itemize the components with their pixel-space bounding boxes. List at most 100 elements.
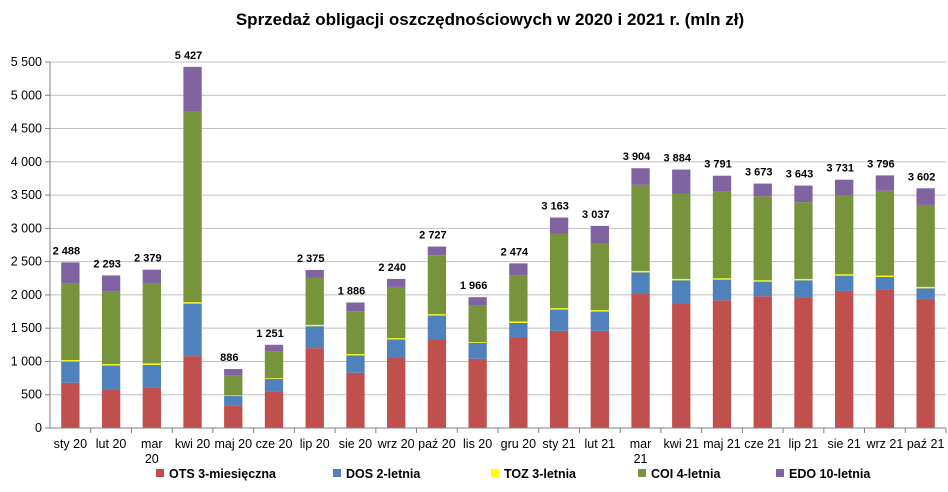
total-label: 1 251 (256, 328, 284, 340)
x-tick-label: lip 20 (300, 437, 330, 451)
bar-segment (101, 364, 121, 366)
bar-segment (835, 290, 854, 428)
bar-segment (305, 348, 324, 428)
y-tick-label: 1 000 (11, 354, 42, 368)
x-tick-label: sty 21 (542, 437, 575, 451)
legend-swatch (333, 469, 341, 477)
bar-segment (101, 365, 121, 390)
legend-swatch (491, 469, 499, 477)
x-tick-label: cze 20 (256, 437, 293, 451)
x-tick-label: kwi 21 (664, 437, 699, 451)
x-tick-label: gru 20 (501, 437, 536, 451)
bar-segment (590, 330, 609, 428)
bar-segment (794, 280, 813, 298)
legend-label: EDO 10-letnia (789, 467, 871, 481)
bar-segment (631, 293, 650, 428)
bar-segment (712, 300, 732, 428)
bar-segment (672, 303, 691, 428)
x-tick-label: sie 20 (339, 437, 372, 451)
bar-segment (549, 308, 569, 310)
bar-segment (264, 344, 284, 352)
legend-label: DOS 2-letnia (346, 467, 421, 481)
x-tick-label: cze 21 (744, 437, 781, 451)
bar-segment (387, 339, 406, 358)
y-tick-label: 1 500 (11, 321, 42, 335)
bar-segment (712, 191, 732, 279)
bar-segment (61, 283, 80, 361)
y-tick-label: 5 500 (11, 55, 42, 69)
bar-segment (224, 375, 243, 396)
bar-segment (427, 315, 447, 340)
x-tick-label: lip 21 (789, 437, 819, 451)
bar-segment (224, 396, 243, 406)
total-label: 3 796 (867, 158, 895, 170)
x-tick-label: mar 21 (630, 437, 652, 466)
y-tick-label: 4 500 (11, 122, 42, 136)
x-tick-label: sie 21 (828, 437, 861, 451)
bar-segment (753, 280, 772, 282)
bars (61, 66, 935, 428)
x-tick-label: mar 20 (141, 437, 163, 466)
bar-segment (61, 361, 80, 383)
bar-segment (427, 339, 447, 428)
bar-segment (590, 243, 609, 311)
bar-segment (631, 272, 650, 294)
y-tick-label: 0 (35, 421, 42, 435)
bar-segment (753, 196, 772, 281)
bar-segment (101, 389, 121, 428)
total-label: 1 966 (460, 280, 488, 292)
bar-segment (916, 298, 935, 428)
y-tick-label: 2 500 (11, 255, 42, 269)
total-label: 3 731 (826, 163, 854, 175)
bar-segment (264, 391, 284, 428)
bar-segment (875, 275, 895, 277)
bar-segment (712, 175, 732, 192)
bar-segment (794, 297, 813, 428)
bar-segment (916, 288, 935, 299)
legend-label: OTS 3-miesięczna (169, 467, 277, 481)
bar-segment (427, 255, 447, 315)
y-tick-label: 4 000 (11, 155, 42, 169)
chart-title: Sprzedaż obligacji oszczędnościowych w 2… (236, 10, 744, 29)
bar-segment (672, 169, 691, 194)
bar-segment (794, 185, 813, 203)
y-tick-label: 3 500 (11, 188, 42, 202)
bar-segment (264, 378, 284, 392)
total-label: 3 884 (664, 153, 692, 165)
bar-segment (672, 278, 691, 281)
bar-segment (183, 302, 202, 304)
total-label: 3 602 (908, 171, 936, 183)
x-tick-label: lis 20 (463, 437, 492, 451)
bar-segment (468, 342, 487, 359)
bar-segment (264, 378, 284, 379)
bar-segment (305, 269, 324, 278)
x-tick-label: lut 21 (585, 437, 616, 451)
x-tick-label: paź 21 (907, 437, 945, 451)
bar-segment (875, 190, 895, 276)
bar-segment (468, 297, 487, 306)
y-tick-label: 5 000 (11, 88, 42, 102)
bar-segment (549, 217, 569, 234)
bar-segment (387, 338, 406, 340)
legend-label: COI 4-letnia (651, 467, 722, 481)
total-label: 3 643 (786, 169, 814, 181)
x-tick-label: wrz 20 (377, 437, 415, 451)
bar-segment (224, 395, 243, 397)
total-label: 3 037 (582, 209, 610, 221)
total-label: 3 791 (704, 159, 732, 171)
total-label: 2 293 (93, 258, 121, 270)
bar-segment (835, 195, 854, 275)
bar-segment (387, 357, 406, 428)
legend-item: TOZ 3-letnia (491, 467, 577, 481)
bar-segment (183, 66, 202, 112)
bar-segment (427, 246, 447, 256)
total-label: 5 427 (175, 50, 203, 62)
bar-segment (509, 275, 528, 322)
bar-segment (875, 175, 895, 191)
bar-segment (672, 280, 691, 304)
bar-segment (142, 363, 161, 365)
bar-segment (875, 289, 895, 428)
bar-segment (305, 324, 324, 327)
bar-segment (346, 354, 365, 356)
bar-segment (916, 204, 935, 287)
